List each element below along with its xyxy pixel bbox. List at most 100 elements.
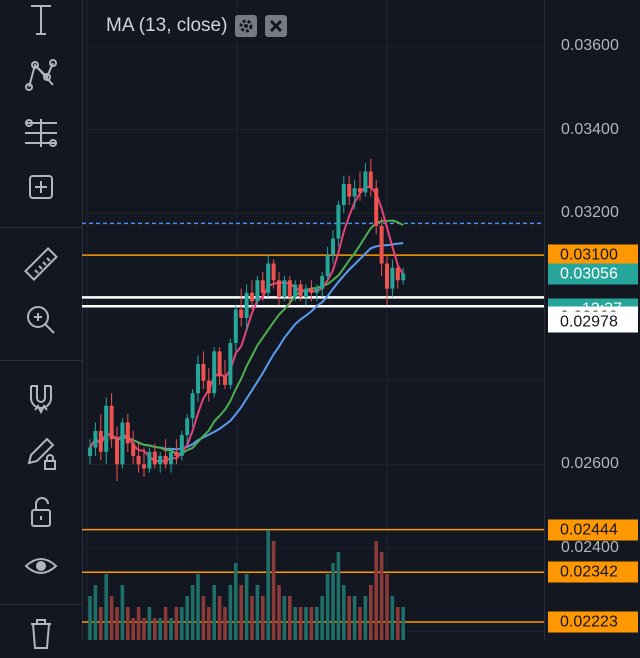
volume-bar: [131, 618, 135, 640]
volume-bar: [201, 596, 206, 640]
toolbar-separator: [0, 360, 82, 361]
candle-body: [352, 188, 357, 197]
volume-bar: [298, 607, 303, 640]
ruler-tool[interactable]: [0, 238, 82, 290]
price-marker-label: 0.02223: [548, 611, 638, 633]
ma-line-medium: [89, 219, 404, 456]
candle-body: [185, 418, 190, 436]
candle-body: [293, 284, 298, 297]
volume-bar: [385, 574, 389, 640]
candle-body: [196, 363, 200, 394]
candle-body: [255, 280, 260, 302]
zoom-in-icon: [27, 306, 55, 334]
candle-body: [136, 455, 141, 465]
unlock-tool[interactable]: [0, 486, 82, 538]
candle-body: [233, 309, 238, 344]
volume-bar: [255, 585, 260, 640]
price-tick-label: 0.02400: [561, 538, 619, 556]
close-icon[interactable]: [265, 15, 288, 37]
candle-body: [228, 343, 233, 385]
candle-body: [179, 435, 184, 456]
candle-body: [287, 280, 292, 297]
candle-body: [395, 267, 400, 281]
price-tick-label: 0.03200: [561, 204, 619, 222]
volume-bar: [104, 574, 108, 640]
volume-bar: [109, 596, 114, 640]
volume-bar: [266, 530, 270, 640]
text-tool[interactable]: [0, 0, 82, 46]
price-tick-label: 0.02600: [561, 455, 619, 473]
volume-bar: [174, 607, 179, 640]
trash-icon: [31, 619, 51, 649]
candle-body: [206, 380, 211, 394]
candle-body: [239, 309, 244, 318]
candle-body: [320, 276, 325, 289]
volume-bar: [217, 596, 222, 640]
volume-bar: [147, 607, 152, 640]
candle-body: [158, 455, 163, 465]
delete-tool[interactable]: [0, 606, 82, 658]
pattern-icon: [25, 59, 57, 91]
fib-tool[interactable]: [0, 107, 82, 159]
candle-body: [277, 280, 281, 297]
volume-bar: [293, 607, 297, 640]
ruler-icon: [24, 247, 58, 281]
volume-bar: [277, 585, 281, 640]
drawing-toolbar: [0, 0, 83, 649]
lock-drawing-tool[interactable]: [0, 427, 82, 479]
volume-bar: [261, 596, 265, 640]
volume-bar: [180, 607, 184, 640]
magnet-tool[interactable]: [0, 372, 82, 424]
volume-bar: [401, 607, 405, 640]
candle-body: [282, 280, 287, 297]
volume-bar: [169, 618, 173, 640]
volume-bar: [163, 607, 168, 640]
candle-body: [304, 288, 308, 297]
volume-bar: [228, 585, 233, 640]
candle-body: [147, 451, 152, 469]
candle-body: [271, 263, 276, 281]
candle-body: [325, 255, 330, 277]
volume-bar: [288, 596, 292, 640]
candle-body: [190, 393, 195, 419]
candle-body: [109, 405, 114, 440]
price-axis[interactable]: 0.03600 0.03400 0.03200 0.02600 0.02400 0.031…: [544, 0, 640, 640]
candle-body: [331, 238, 335, 256]
eye-icon: [24, 558, 58, 574]
volume-bar: [185, 596, 189, 640]
candle-body: [217, 351, 222, 377]
candle-body: [358, 188, 362, 193]
volume-bar: [158, 618, 162, 640]
candle-body: [244, 292, 249, 318]
volume-bar: [282, 596, 287, 640]
volume-bar: [244, 574, 249, 640]
chart-canvas[interactable]: [82, 0, 544, 640]
candle-body: [152, 451, 157, 465]
price-chart[interactable]: [82, 0, 544, 640]
volume-bar: [358, 607, 362, 640]
zoom-tool[interactable]: [0, 294, 82, 346]
candle-body: [98, 430, 103, 452]
candle-body: [212, 351, 217, 394]
add-indicator-tool[interactable]: [0, 161, 82, 213]
candle-body: [125, 422, 130, 444]
volume-bar: [369, 585, 373, 640]
price-tick-label: 0.03400: [561, 120, 619, 138]
volume-bar: [136, 607, 141, 640]
visibility-tool[interactable]: [0, 540, 82, 592]
candle-body: [93, 430, 98, 448]
candle-body: [298, 284, 303, 297]
candle-body: [309, 288, 314, 293]
candle-body: [142, 464, 146, 469]
pattern-tool[interactable]: [0, 49, 82, 101]
volume-bar: [115, 607, 119, 640]
volume-bar: [325, 574, 330, 640]
gear-icon[interactable]: [235, 15, 258, 37]
candle-body: [174, 451, 179, 456]
volume-bar: [271, 541, 276, 640]
volume-bar: [190, 585, 195, 640]
price-marker-label: 0.02444: [548, 519, 638, 541]
candle-body: [223, 376, 227, 385]
price-marker-label: 0.03056: [548, 263, 638, 285]
candle-body: [374, 188, 379, 226]
